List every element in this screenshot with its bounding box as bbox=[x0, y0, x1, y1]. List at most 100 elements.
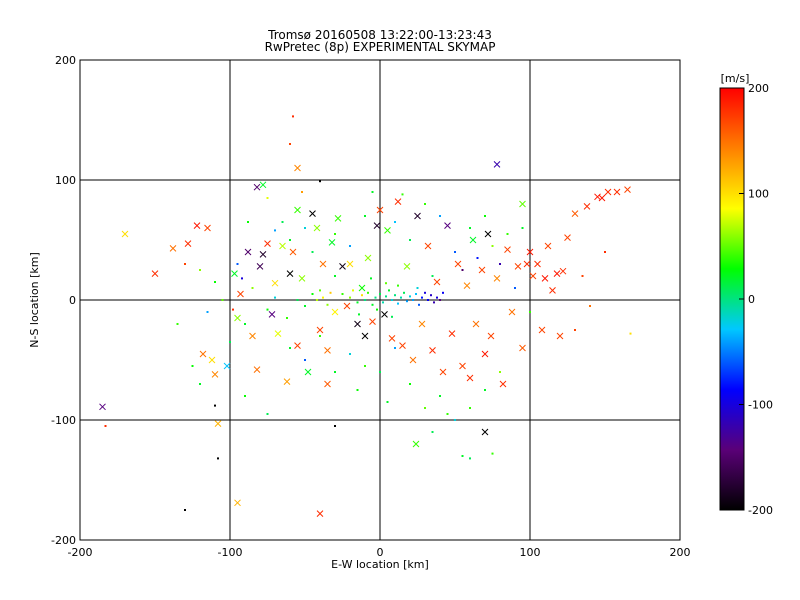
data-point-x bbox=[339, 263, 346, 270]
data-point-x bbox=[253, 366, 261, 373]
colorbar-tick-label: 200 bbox=[748, 82, 769, 95]
data-point-x bbox=[463, 282, 471, 289]
data-point-dot bbox=[629, 332, 632, 335]
data-points bbox=[99, 115, 632, 517]
data-point-dot bbox=[326, 303, 329, 306]
data-point-dot bbox=[176, 323, 179, 325]
data-point-x bbox=[429, 347, 436, 354]
data-point-dot bbox=[367, 291, 369, 294]
data-point-dot bbox=[379, 371, 381, 373]
data-point-dot bbox=[232, 308, 234, 311]
data-point-dot bbox=[439, 395, 441, 397]
data-point-dot bbox=[352, 289, 354, 292]
data-point-x bbox=[354, 320, 361, 328]
data-point-x bbox=[448, 330, 456, 337]
data-point-x bbox=[499, 380, 507, 388]
data-point-dot bbox=[329, 291, 332, 294]
data-point-x bbox=[259, 251, 267, 258]
x-tick-label: 200 bbox=[670, 546, 691, 559]
y-axis-ticks: -200 -100 0 100 200 bbox=[51, 54, 680, 547]
data-point-dot bbox=[514, 287, 516, 289]
data-point-dot bbox=[361, 294, 363, 297]
data-point-x bbox=[184, 240, 192, 247]
data-point-x bbox=[409, 356, 417, 364]
data-point-dot bbox=[349, 296, 351, 299]
data-point-dot bbox=[529, 311, 531, 313]
data-point-x bbox=[99, 403, 106, 411]
data-point-dot bbox=[292, 115, 294, 118]
data-point-x bbox=[484, 230, 492, 238]
data-point-x bbox=[544, 242, 552, 250]
data-point-dot bbox=[418, 303, 420, 306]
data-point-x bbox=[253, 183, 261, 191]
x-tick-label: -200 bbox=[68, 546, 93, 559]
data-point-x bbox=[418, 320, 426, 328]
data-point-x bbox=[364, 254, 372, 262]
data-point-x bbox=[319, 260, 327, 268]
data-point-x bbox=[289, 248, 297, 256]
data-point-x bbox=[211, 371, 219, 378]
data-point-x bbox=[466, 374, 474, 382]
data-point-x bbox=[343, 302, 351, 310]
x-tick-label: 0 bbox=[377, 546, 384, 559]
data-point-dot bbox=[446, 413, 449, 415]
x-tick-label: 100 bbox=[520, 546, 541, 559]
data-point-x bbox=[481, 428, 489, 436]
data-point-x bbox=[286, 270, 294, 277]
data-point-x bbox=[403, 263, 411, 270]
data-point-x bbox=[328, 239, 336, 246]
data-point-x bbox=[199, 350, 207, 358]
data-point-dot bbox=[311, 293, 314, 295]
data-point-x bbox=[271, 279, 279, 287]
data-point-dot bbox=[370, 277, 372, 280]
data-point-dot bbox=[184, 509, 186, 511]
data-point-x bbox=[256, 263, 264, 270]
data-point-dot bbox=[394, 221, 396, 223]
data-point-x bbox=[571, 210, 579, 217]
data-point-x bbox=[313, 224, 321, 232]
chart-subtitle: RwPretec (8p) EXPERIMENTAL SKYMAP bbox=[264, 40, 496, 54]
data-point-dot bbox=[394, 294, 396, 297]
data-point-x bbox=[388, 335, 396, 342]
data-point-x bbox=[469, 236, 477, 244]
data-point-dot bbox=[289, 143, 291, 145]
data-point-dot bbox=[241, 277, 243, 280]
data-point-dot bbox=[403, 291, 405, 294]
data-point-dot bbox=[461, 269, 464, 271]
data-point-dot bbox=[281, 221, 284, 223]
data-point-x bbox=[121, 230, 129, 238]
data-point-x bbox=[541, 275, 549, 282]
data-point-x bbox=[324, 347, 331, 354]
data-point-dot bbox=[409, 383, 411, 385]
data-point-dot bbox=[499, 371, 501, 373]
data-point-dot bbox=[184, 263, 186, 265]
data-point-dot bbox=[491, 452, 494, 455]
data-point-x bbox=[244, 248, 252, 256]
data-point-x bbox=[223, 362, 231, 370]
data-point-x bbox=[373, 222, 381, 229]
data-point-x bbox=[283, 378, 291, 385]
data-point-x bbox=[279, 242, 286, 250]
data-point-x bbox=[274, 330, 282, 337]
data-point-dot bbox=[286, 317, 288, 319]
data-point-x bbox=[316, 326, 324, 334]
data-point-dot bbox=[316, 299, 318, 301]
data-point-x bbox=[444, 222, 451, 229]
data-point-dot bbox=[217, 457, 219, 460]
data-point-dot bbox=[304, 359, 306, 361]
data-point-x bbox=[439, 368, 447, 376]
data-point-dot bbox=[319, 289, 321, 292]
data-point-x bbox=[556, 332, 564, 340]
data-point-x bbox=[487, 332, 495, 340]
data-point-x bbox=[454, 260, 462, 268]
data-point-dot bbox=[385, 282, 387, 285]
data-point-x bbox=[394, 198, 402, 205]
data-point-dot bbox=[506, 233, 509, 235]
data-point-dot bbox=[221, 299, 224, 301]
data-point-dot bbox=[484, 215, 486, 217]
data-point-dot bbox=[589, 305, 591, 307]
data-point-dot bbox=[214, 404, 216, 407]
data-point-dot bbox=[199, 383, 201, 385]
data-point-dot bbox=[431, 431, 434, 433]
